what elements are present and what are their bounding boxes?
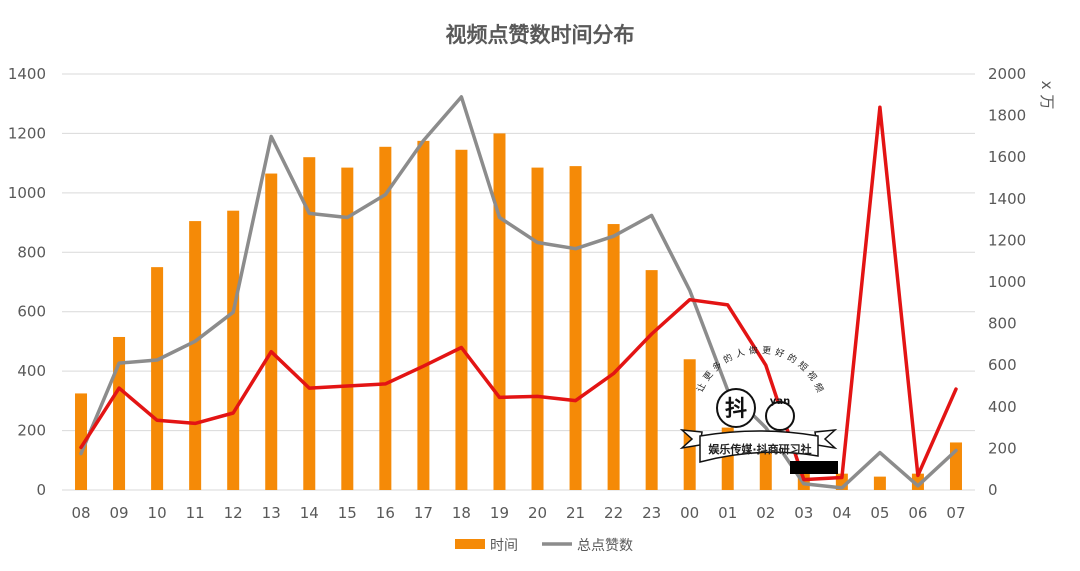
x-tick-label: 04 — [832, 504, 851, 522]
bar — [227, 210, 240, 490]
watermark-arc-char: 人 — [734, 347, 746, 360]
x-tick-label: 11 — [186, 504, 205, 522]
left-tick-label: 0 — [36, 481, 46, 499]
watermark-arc-char: 让 — [695, 381, 709, 394]
left-tick-label: 400 — [17, 362, 46, 380]
left-tick-label: 200 — [17, 422, 46, 440]
bar — [873, 476, 886, 490]
x-tick-label: 08 — [71, 504, 90, 522]
line-series-group — [79, 95, 958, 490]
legend-label: 总点赞数 — [577, 538, 633, 554]
x-tick-label: 03 — [794, 504, 813, 522]
bar — [531, 167, 544, 490]
x-tick-label: 09 — [110, 504, 129, 522]
legend: 时间 总点赞数 — [455, 538, 633, 554]
watermark-black-bar — [790, 461, 838, 474]
x-tick-label: 05 — [870, 504, 889, 522]
watermark-arc-char: 做 — [748, 344, 758, 357]
x-tick-label: 13 — [262, 504, 281, 522]
x-tick-label: 10 — [148, 504, 167, 522]
x-tick-label: 12 — [224, 504, 243, 522]
bar — [265, 173, 278, 491]
left-tick-label: 600 — [17, 303, 46, 321]
bar — [341, 167, 354, 490]
x-tick-label: 23 — [642, 504, 661, 522]
right-tick-label: 2000 — [988, 65, 1026, 83]
watermark-banner — [699, 430, 819, 463]
chart-title: 视频点赞数时间分布 — [446, 23, 635, 47]
right-tick-label: 400 — [988, 398, 1017, 416]
x-tick-label: 20 — [528, 504, 547, 522]
x-tick-label: 06 — [908, 504, 927, 522]
x-tick-label: 07 — [946, 504, 965, 522]
bar — [303, 157, 316, 490]
bar — [151, 267, 164, 490]
x-tick-label: 16 — [376, 504, 395, 522]
left-tick-label: 1200 — [8, 124, 46, 142]
legend-swatch — [455, 539, 485, 549]
series-line — [79, 95, 958, 490]
right-tick-label: 1600 — [988, 148, 1026, 166]
right-tick-label: 1800 — [988, 107, 1026, 125]
bar — [645, 270, 658, 490]
left-tick-label: 1000 — [8, 184, 46, 202]
watermark-banner-text: 娱乐传媒·抖商研习社 — [708, 442, 811, 456]
bar — [189, 221, 202, 491]
x-tick-label: 02 — [756, 504, 775, 522]
watermark-arc-char: 更 — [762, 345, 772, 357]
x-tick-label: 21 — [566, 504, 585, 522]
left-tick-label: 800 — [17, 243, 46, 261]
watermark-banner-right-tail — [814, 429, 838, 450]
right-axis-unit-label: x 万 — [1038, 81, 1056, 110]
right-tick-label: 1400 — [988, 190, 1026, 208]
x-tick-label: 19 — [490, 504, 509, 522]
x-axis: 08 09 10 11 12 13 14 15 16 17 18 19 20 21 22 23 00 01 02 03… — [71, 504, 965, 522]
x-tick-label: 17 — [414, 504, 433, 522]
bar — [455, 149, 468, 490]
watermark-arc-char: 好 — [774, 346, 786, 360]
left-tick-label: 1400 — [8, 65, 46, 83]
right-tick-label: 1000 — [988, 273, 1026, 291]
bar — [683, 359, 696, 490]
watermark-logo-left-circle — [716, 388, 756, 428]
watermark-banner-left-tail — [679, 429, 703, 450]
watermark-logo-left: 抖 — [725, 397, 747, 422]
right-tick-label: 200 — [988, 439, 1017, 457]
bar — [911, 473, 924, 490]
right-tick-label: 0 — [988, 481, 998, 499]
x-tick-label: 00 — [680, 504, 699, 522]
legend-label: 时间 — [490, 538, 518, 554]
right-y-axis: 0 200 400 600 800 1000 1200 1400 1600 1800 2000 — [988, 65, 1026, 499]
bar — [113, 336, 126, 490]
watermark-logo-right: yan — [770, 396, 790, 407]
x-tick-label: 01 — [718, 504, 737, 522]
watermark-logo-right-circle — [765, 401, 795, 431]
bar — [607, 224, 620, 491]
gridlines — [62, 73, 975, 491]
x-tick-label: 18 — [452, 504, 471, 522]
bar — [75, 393, 88, 490]
x-tick-label: 15 — [338, 504, 357, 522]
series-line — [79, 105, 958, 482]
right-tick-label: 800 — [988, 315, 1017, 333]
bar — [493, 133, 506, 490]
x-tick-label: 14 — [300, 504, 319, 522]
bar — [759, 442, 772, 490]
right-tick-label: 1200 — [988, 231, 1026, 249]
x-tick-label: 22 — [604, 504, 623, 522]
bar — [417, 140, 430, 490]
right-tick-label: 600 — [988, 356, 1017, 374]
bar — [569, 166, 582, 490]
bar — [379, 146, 392, 491]
left-y-axis: 0 200 400 600 800 1000 1200 1400 — [8, 65, 46, 499]
